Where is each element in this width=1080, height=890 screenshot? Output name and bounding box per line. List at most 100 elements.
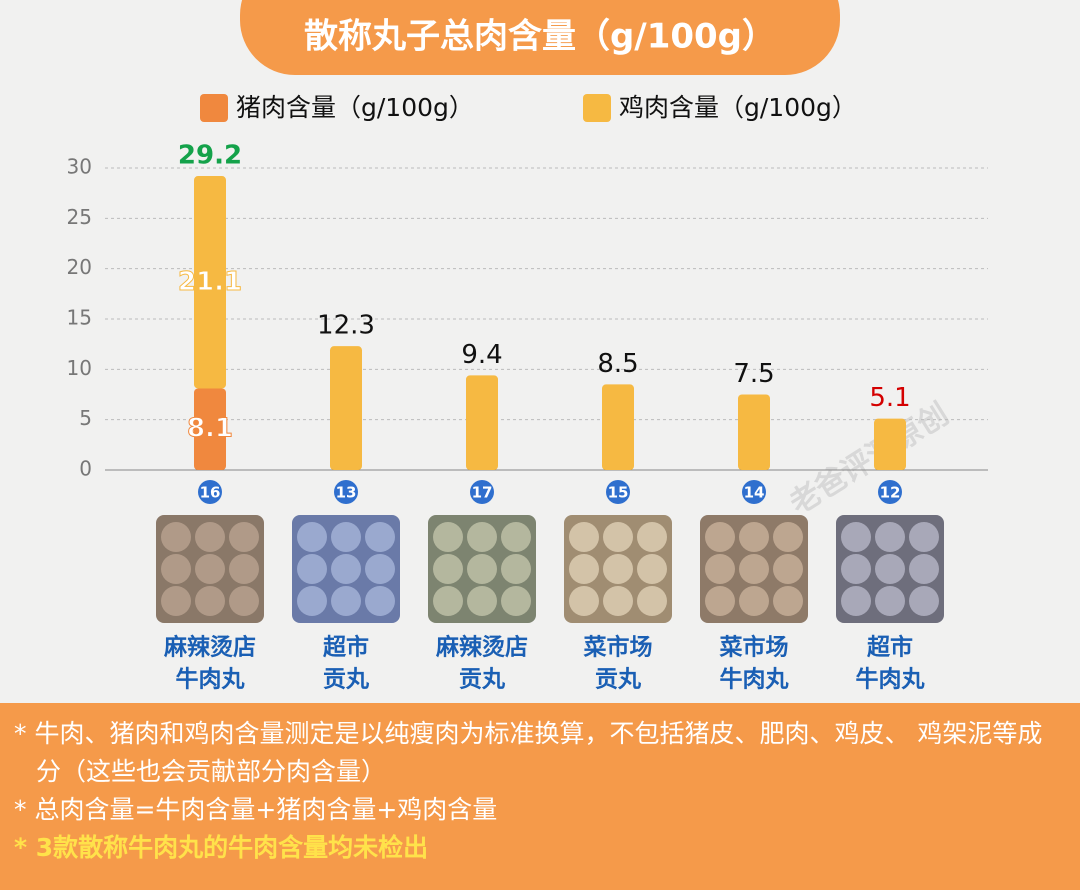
photo-ball — [331, 554, 361, 584]
photo-ball — [501, 586, 531, 616]
legend-label: 鸡肉含量（g/100g） — [619, 93, 857, 122]
photo-ball — [603, 554, 633, 584]
notes: * 牛肉、猪肉和鸡肉含量测定是以纯瘦肉为标准换算，不包括猪皮、肥肉、鸡皮、 鸡架… — [0, 703, 1080, 890]
x-tick-label: 贡丸 — [459, 667, 506, 693]
y-tick-label: 30 — [67, 155, 92, 179]
photo-ball — [569, 586, 599, 616]
photo-ball — [331, 586, 361, 616]
photo-ball — [875, 554, 905, 584]
photo-ball — [297, 554, 327, 584]
sample-id: 12 — [880, 484, 901, 502]
value-label: 9.4 — [461, 340, 502, 370]
photo-ball — [909, 586, 939, 616]
photo-ball — [161, 522, 191, 552]
sample-badge — [742, 480, 766, 504]
photo-ball — [705, 522, 735, 552]
photo-ball — [161, 554, 191, 584]
photo-ball — [195, 554, 225, 584]
photo-ball — [739, 522, 769, 552]
x-tick-label: 麻辣烫店 — [435, 634, 528, 661]
photo-ball — [365, 522, 395, 552]
value-label: 5.1 — [869, 383, 910, 413]
bar-segment — [194, 388, 226, 470]
photo-ball — [229, 522, 259, 552]
photo-ball — [603, 586, 633, 616]
sample-id: 17 — [472, 484, 493, 502]
photo-ball — [297, 522, 327, 552]
note: * 3款散称牛肉丸的牛肉含量均未检出 — [14, 833, 429, 862]
photo-ball — [195, 522, 225, 552]
x-tick-label: 贡丸 — [323, 667, 370, 693]
photo-ball — [841, 522, 871, 552]
sample-badge — [198, 480, 222, 504]
legend-swatch — [583, 94, 611, 122]
sample-badge — [606, 480, 630, 504]
x-tick-label: 牛肉丸 — [176, 667, 246, 693]
y-tick-label: 15 — [67, 306, 92, 330]
photo-ball — [195, 586, 225, 616]
title-banner — [240, 0, 840, 75]
photo-ball — [773, 522, 803, 552]
photo-ball — [501, 554, 531, 584]
photo-ball — [603, 522, 633, 552]
photo-ball — [739, 554, 769, 584]
photo-ball — [467, 586, 497, 616]
photo-ball — [433, 554, 463, 584]
x-tick-label: 超市 — [323, 634, 369, 661]
chart-title: 散称丸子总肉含量（g/100g） — [304, 17, 776, 57]
photo-ball — [875, 586, 905, 616]
value-label: 7.5 — [733, 359, 774, 389]
photo-ball — [705, 586, 735, 616]
photo-ball — [637, 522, 667, 552]
photo-ball — [637, 554, 667, 584]
y-tick-label: 0 — [79, 457, 92, 481]
photo-ball — [501, 522, 531, 552]
bar-segment — [466, 375, 498, 470]
photo-ball — [773, 554, 803, 584]
photo-ball — [467, 522, 497, 552]
x-tick-label: 麻辣烫店 — [163, 634, 256, 661]
photo-ball — [467, 554, 497, 584]
y-tick-label: 5 — [79, 406, 92, 430]
x-tick-label: 菜市场 — [719, 634, 789, 661]
legend-label: 猪肉含量（g/100g） — [236, 93, 474, 122]
sample-id: 16 — [200, 484, 221, 502]
photo-ball — [569, 554, 599, 584]
photo-ball — [773, 586, 803, 616]
y-tick-label: 10 — [67, 356, 92, 380]
photo-ball — [161, 586, 191, 616]
photo-ball — [365, 586, 395, 616]
photo-ball — [705, 554, 735, 584]
sample-id: 14 — [744, 484, 765, 502]
x-tick-label: 超市 — [867, 634, 913, 661]
y-tick-label: 20 — [67, 255, 92, 279]
legend-swatch — [200, 94, 228, 122]
value-label: 12.3 — [317, 311, 375, 341]
note: * 牛肉、猪肉和鸡肉含量测定是以纯瘦肉为标准换算，不包括猪皮、肥肉、鸡皮、 鸡架… — [14, 719, 1043, 786]
sample-badge — [878, 480, 902, 504]
bar-segment — [738, 394, 770, 470]
chart: 散称丸子总肉含量（g/100g） 老爸评测原创 猪肉含量（g/100g） 鸡肉含量… — [67, 0, 988, 693]
photo-ball — [569, 522, 599, 552]
value-label: 8.1 — [187, 414, 233, 444]
x-tick-label: 牛肉丸 — [720, 667, 790, 693]
photo-ball — [909, 554, 939, 584]
bar-segment — [874, 418, 906, 470]
y-tick-label: 25 — [67, 205, 92, 229]
photo-ball — [229, 586, 259, 616]
value-label: 21.1 — [178, 267, 242, 297]
sample-id: 13 — [336, 484, 357, 502]
total-label: 29.2 — [178, 141, 242, 171]
photo-ball — [365, 554, 395, 584]
photo-ball — [433, 522, 463, 552]
photo-ball — [875, 522, 905, 552]
sample-id: 15 — [608, 484, 629, 502]
bar-segment — [330, 346, 362, 470]
x-tick-label: 牛肉丸 — [856, 667, 926, 693]
bar-segment — [194, 176, 226, 389]
photo-ball — [637, 586, 667, 616]
photo-ball — [841, 554, 871, 584]
watermark: 老爸评测原创 — [784, 397, 955, 522]
photo-ball — [909, 522, 939, 552]
x-tick-label: 菜市场 — [583, 634, 653, 661]
